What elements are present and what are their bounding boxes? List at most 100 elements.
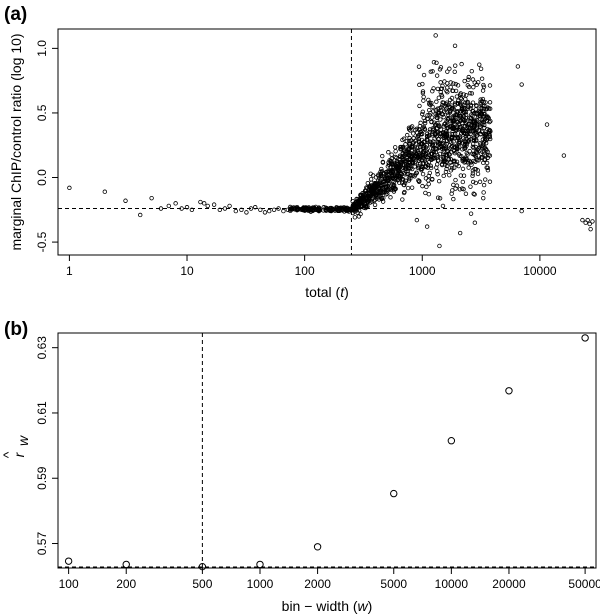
data-point xyxy=(390,489,398,498)
data-point xyxy=(470,171,476,176)
data-point xyxy=(424,224,430,229)
data-point xyxy=(413,127,418,133)
data-point xyxy=(416,139,422,144)
data-point xyxy=(416,164,421,169)
data-point xyxy=(481,82,486,88)
data-point xyxy=(451,107,457,112)
data-point xyxy=(227,203,232,209)
data-point xyxy=(436,111,442,116)
data-point xyxy=(477,179,483,185)
svg-text:^: ^ xyxy=(0,451,16,458)
data-point xyxy=(428,110,433,116)
panel-a-x-title: total (t) xyxy=(305,284,349,300)
data-point xyxy=(460,166,466,172)
data-point xyxy=(478,142,483,147)
data-point xyxy=(421,94,426,100)
data-point xyxy=(411,155,417,161)
data-point xyxy=(391,179,396,185)
data-point xyxy=(376,197,382,202)
data-point xyxy=(256,560,264,569)
data-point xyxy=(447,66,452,71)
data-point xyxy=(425,150,430,156)
data-point xyxy=(459,61,464,67)
data-point xyxy=(189,207,195,212)
data-point xyxy=(406,146,411,151)
data-point xyxy=(482,133,487,139)
data-point xyxy=(457,187,463,192)
data-point xyxy=(390,176,395,181)
data-point xyxy=(258,207,263,212)
data-point xyxy=(487,119,492,125)
data-point xyxy=(424,133,430,139)
data-point xyxy=(470,100,476,105)
data-point xyxy=(435,130,441,135)
data-point xyxy=(409,166,415,172)
data-point xyxy=(367,191,372,196)
data-point xyxy=(433,122,438,127)
data-point xyxy=(440,100,445,105)
x-tick-label: 10000 xyxy=(435,577,469,591)
data-point xyxy=(383,184,389,190)
data-point xyxy=(420,183,425,189)
data-point xyxy=(416,64,422,69)
data-point xyxy=(482,103,487,109)
data-point xyxy=(452,69,457,74)
data-point xyxy=(436,136,441,142)
data-point xyxy=(453,115,458,120)
data-point xyxy=(403,166,408,172)
data-point xyxy=(462,143,467,149)
data-point xyxy=(288,207,293,212)
data-point xyxy=(430,176,435,182)
data-point xyxy=(457,230,463,236)
data-point xyxy=(453,177,458,183)
data-point xyxy=(476,158,481,163)
data-point xyxy=(413,151,419,157)
data-point xyxy=(441,114,446,120)
data-point xyxy=(580,217,585,223)
data-point xyxy=(452,150,458,156)
data-point xyxy=(481,195,486,201)
data-point xyxy=(382,175,388,180)
data-point xyxy=(519,208,524,214)
data-point xyxy=(424,184,429,190)
data-point xyxy=(468,106,473,111)
data-point xyxy=(433,33,438,38)
data-point xyxy=(455,98,461,103)
data-point xyxy=(485,165,490,170)
data-point xyxy=(354,196,359,202)
data-point xyxy=(413,141,419,146)
data-point xyxy=(465,106,470,111)
data-point xyxy=(409,185,415,190)
data-point xyxy=(305,206,310,211)
data-point xyxy=(487,100,493,105)
data-point xyxy=(469,91,475,96)
data-point xyxy=(403,178,408,184)
x-tick-label: 500 xyxy=(192,577,212,591)
panel-a-label: (a) xyxy=(4,4,27,25)
data-point xyxy=(480,103,485,108)
data-point xyxy=(399,172,404,177)
data-point xyxy=(399,144,404,150)
data-point xyxy=(437,67,443,72)
data-point xyxy=(441,173,446,179)
data-point xyxy=(417,82,422,88)
data-point xyxy=(454,162,459,167)
data-point xyxy=(461,173,467,178)
data-point xyxy=(462,146,467,151)
data-point xyxy=(581,334,589,342)
data-point xyxy=(408,176,413,181)
data-point xyxy=(306,206,312,211)
data-point xyxy=(464,93,469,98)
data-point xyxy=(587,221,592,227)
data-point xyxy=(470,77,476,82)
data-point xyxy=(429,155,434,160)
data-point xyxy=(427,101,432,107)
data-point xyxy=(452,43,458,48)
data-point xyxy=(381,195,386,201)
data-point xyxy=(442,103,447,109)
data-point xyxy=(453,113,458,118)
data-point xyxy=(138,212,143,218)
data-point xyxy=(544,122,550,127)
data-point xyxy=(469,112,474,117)
